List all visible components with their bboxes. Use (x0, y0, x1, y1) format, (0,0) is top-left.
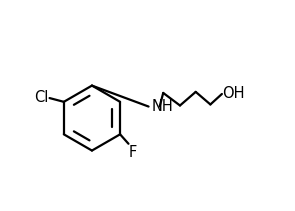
Text: F: F (129, 145, 137, 160)
Text: Cl: Cl (35, 90, 49, 105)
Text: NH: NH (152, 99, 173, 114)
Text: OH: OH (222, 87, 245, 101)
